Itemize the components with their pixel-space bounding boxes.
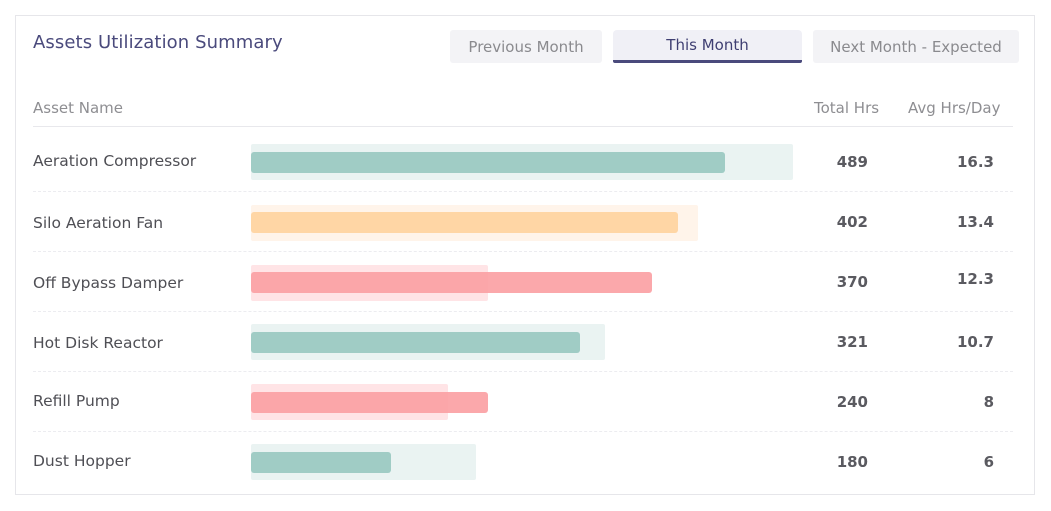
utilization-bar: [251, 332, 580, 353]
row-divider: [33, 191, 1013, 192]
total-hrs: 402: [836, 213, 868, 231]
row-divider: [33, 371, 1013, 372]
total-hrs: 370: [836, 273, 868, 291]
asset-name: Hot Disk Reactor: [33, 334, 163, 352]
column-header-avg-hrs-day: Avg Hrs/Day: [908, 99, 1001, 117]
total-hrs: 321: [836, 333, 868, 351]
tab-previous-month[interactable]: Previous Month: [450, 30, 602, 63]
assets-utilization-card: Assets Utilization Summary Previous Mont…: [15, 15, 1035, 495]
utilization-bar: [251, 392, 488, 413]
table-row: Silo Aeration Fan 402 13.4: [16, 192, 1016, 252]
tab-next-month-expected[interactable]: Next Month - Expected: [813, 30, 1019, 63]
column-header-asset-name: Asset Name: [33, 99, 124, 117]
row-divider: [33, 431, 1013, 432]
total-hrs: 489: [836, 153, 868, 171]
table-row: Hot Disk Reactor 321 10.7: [16, 312, 1016, 372]
table-row: Aeration Compressor 489 16.3: [16, 132, 1016, 192]
avg-hrs-day: 8: [983, 393, 994, 411]
asset-name: Dust Hopper: [33, 452, 131, 470]
avg-hrs-day: 6: [983, 453, 994, 471]
avg-hrs-day: 13.4: [956, 213, 994, 231]
total-hrs: 180: [836, 453, 868, 471]
avg-hrs-day: 10.7: [956, 333, 994, 351]
asset-name: Silo Aeration Fan: [33, 214, 164, 232]
table-row: Refill Pump 240 8: [16, 372, 1016, 432]
avg-hrs-day: 12.3: [956, 270, 994, 288]
tab-this-month[interactable]: This Month: [613, 30, 802, 63]
utilization-bar: [251, 272, 652, 293]
avg-hrs-day: 16.3: [956, 153, 994, 171]
card-title: Assets Utilization Summary: [33, 32, 283, 53]
asset-name: Off Bypass Damper: [33, 274, 184, 292]
row-divider: [33, 251, 1013, 252]
utilization-bar: [251, 152, 725, 173]
utilization-bar: [251, 212, 678, 233]
table-row: Off Bypass Damper 370 12.3: [16, 252, 1016, 312]
utilization-bar: [251, 452, 391, 473]
column-header-total-hrs: Total Hrs: [814, 99, 880, 117]
asset-name: Refill Pump: [33, 392, 120, 410]
total-hrs: 240: [836, 393, 868, 411]
header-divider: [33, 126, 1013, 127]
table-row: Dust Hopper 180 6: [16, 432, 1016, 492]
asset-name: Aeration Compressor: [33, 152, 197, 170]
row-divider: [33, 311, 1013, 312]
